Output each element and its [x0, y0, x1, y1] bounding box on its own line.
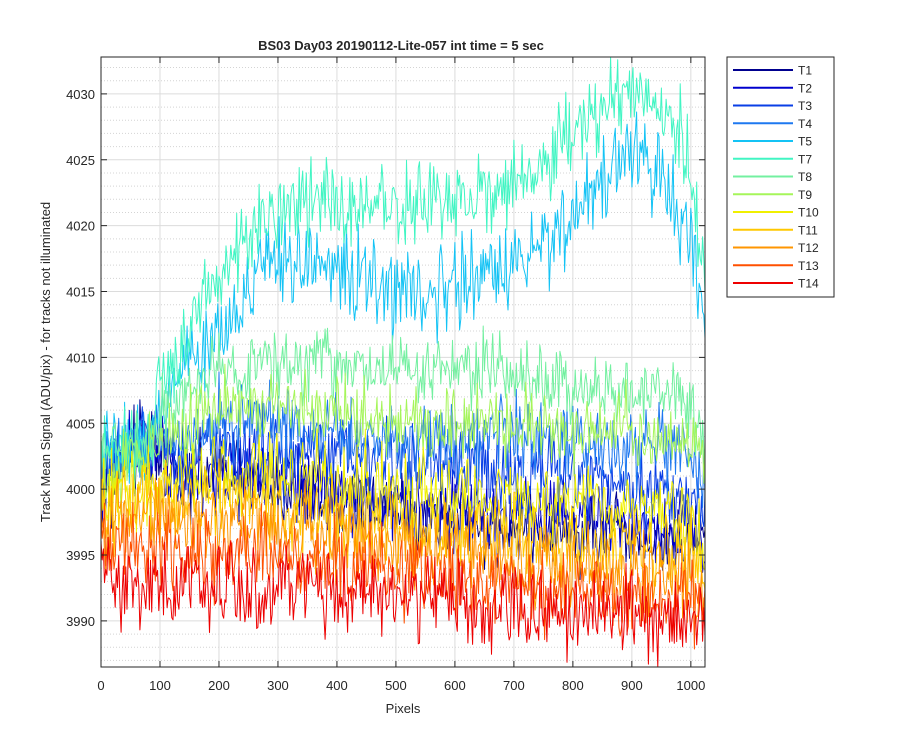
y-tick-labels: 3990 3995 4000 4005 4010 4015 4020 4025 4030	[66, 87, 95, 629]
x-tick-label: 700	[503, 678, 525, 693]
series-line-t4	[100, 371, 706, 508]
x-tick-label: 200	[208, 678, 230, 693]
legend-label: T13	[798, 259, 819, 273]
legend-label: T14	[798, 277, 819, 291]
x-tick-label: 400	[326, 678, 348, 693]
y-tick-label: 4020	[66, 219, 95, 234]
ticks	[100, 57, 705, 667]
legend-item-t7[interactable]: T7	[733, 152, 812, 166]
legend-label: T2	[798, 81, 812, 95]
legend-item-t8[interactable]: T8	[733, 170, 812, 184]
x-tick-label: 900	[621, 678, 643, 693]
x-tick-label: 1000	[676, 678, 705, 693]
y-tick-label: 3995	[66, 548, 95, 563]
x-tick-label: 800	[562, 678, 584, 693]
legend-items: T1 T2 T3 T4 T5 T7 T8 T9 T10 T11 T12 T13 T14	[733, 64, 819, 291]
x-tick-label: 100	[149, 678, 171, 693]
x-tick-label: 300	[267, 678, 289, 693]
y-tick-label: 4015	[66, 285, 95, 300]
y-tick-label: 4005	[66, 416, 95, 431]
legend-item-t14[interactable]: T14	[733, 277, 819, 291]
chart-title: BS03 Day03 20190112-Lite-057 int time = …	[258, 38, 544, 53]
y-tick-label: 4025	[66, 153, 95, 168]
legend-item-t4[interactable]: T4	[733, 117, 812, 131]
axes-box	[100, 56, 706, 668]
legend-item-t12[interactable]: T12	[733, 241, 819, 255]
y-tick-label: 4000	[66, 482, 95, 497]
series-line-t7	[100, 56, 706, 484]
x-tick-label: 600	[444, 678, 466, 693]
legend-label: T9	[798, 188, 812, 202]
series-line-t14	[100, 536, 706, 668]
x-tick-label: 0	[97, 678, 104, 693]
legend-label: T11	[798, 223, 818, 237]
series-line-t9	[100, 363, 706, 515]
series-line-t5	[100, 111, 706, 487]
y-tick-label: 4030	[66, 87, 95, 102]
legend[interactable]: T1 T2 T3 T4 T5 T7 T8 T9 T10 T11 T12 T13 T14	[726, 56, 835, 298]
legend-label: T1	[798, 64, 812, 78]
legend-label: T7	[798, 152, 812, 166]
legend-label: T3	[798, 99, 812, 113]
series-layer	[100, 56, 706, 668]
legend-item-t9[interactable]: T9	[733, 188, 812, 202]
legend-item-t5[interactable]: T5	[733, 135, 812, 149]
legend-item-t13[interactable]: T13	[733, 259, 819, 273]
x-axis-label: Pixels	[386, 701, 421, 716]
legend-label: T10	[798, 206, 819, 220]
series-line-t8	[100, 325, 706, 478]
x-tick-labels: 0 100 200 300 400 500 600 700 800 900 1000	[97, 678, 705, 693]
legend-item-t10[interactable]: T10	[733, 206, 819, 220]
legend-item-t2[interactable]: T2	[733, 81, 812, 95]
legend-item-t3[interactable]: T3	[733, 99, 812, 113]
x-tick-label: 500	[385, 678, 407, 693]
legend-item-t11[interactable]: T11	[733, 223, 818, 237]
y-tick-label: 4010	[66, 350, 95, 365]
legend-label: T4	[798, 117, 812, 131]
y-tick-label: 3990	[66, 614, 95, 629]
series-line-t13	[100, 501, 706, 650]
legend-label: T12	[798, 241, 819, 255]
y-axis-label: Track Mean Signal (ADU/pix) - for tracks…	[38, 202, 53, 522]
legend-item-t1[interactable]: T1	[733, 64, 812, 78]
legend-label: T5	[798, 135, 812, 149]
legend-label: T8	[798, 170, 812, 184]
plot-area	[100, 56, 706, 668]
